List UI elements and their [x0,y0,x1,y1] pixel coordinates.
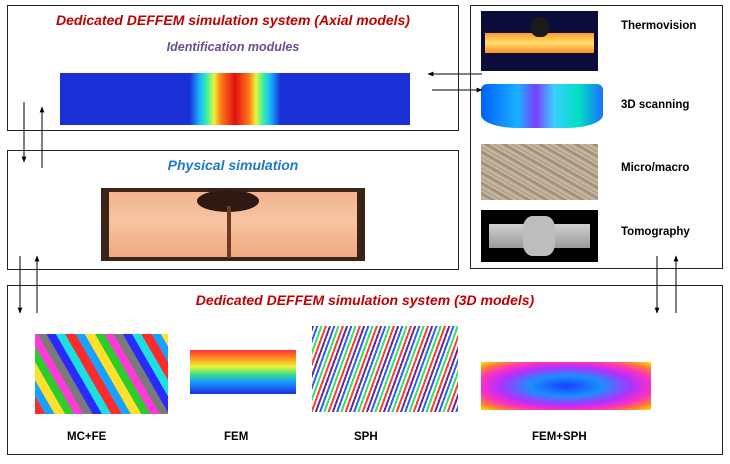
thermovision-image [481,11,598,71]
fem-image [190,350,296,394]
micro-macro-label: Micro/macro [621,162,690,174]
micro-macro-image [481,144,598,200]
physical-specimen-photo [101,188,365,261]
thermovision-label: Thermovision [621,20,697,32]
tomography-image [481,210,598,262]
physical-simulation-title: Physical simulation [167,157,299,173]
experimental-methods-panel: Thermovision 3D scanning Micro/macro Tom… [470,5,723,269]
mc-fe-image [35,334,168,414]
models-3d-title: Dedicated DEFFEM simulation system (3D m… [195,292,535,308]
axial-models-panel: Dedicated DEFFEM simulation system (Axia… [7,5,459,131]
mc-fe-label: MC+FE [67,431,107,443]
fem-label: FEM [224,431,249,443]
sph-label: SPH [354,431,378,443]
scanning-3d-label: 3D scanning [621,99,690,111]
tomography-label: Tomography [621,226,690,238]
fem-sph-image [481,362,651,410]
sph-image [312,326,458,412]
fem-sph-label: FEM+SPH [532,431,587,443]
axial-thermal-field-image [60,73,410,125]
axial-models-title: Dedicated DEFFEM simulation system (Axia… [56,12,410,28]
physical-simulation-panel: Physical simulation [7,150,459,270]
identification-modules-subtitle: Identification modules [166,40,300,54]
scanning-3d-image [481,76,603,136]
models-3d-panel: Dedicated DEFFEM simulation system (3D m… [7,285,723,455]
